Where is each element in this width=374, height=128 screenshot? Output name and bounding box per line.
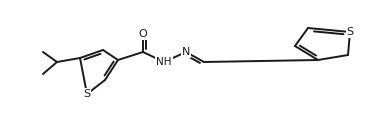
Text: N: N xyxy=(182,47,190,57)
Text: NH: NH xyxy=(156,57,172,67)
Text: S: S xyxy=(346,27,353,37)
Text: O: O xyxy=(139,29,147,39)
Text: S: S xyxy=(83,89,91,99)
